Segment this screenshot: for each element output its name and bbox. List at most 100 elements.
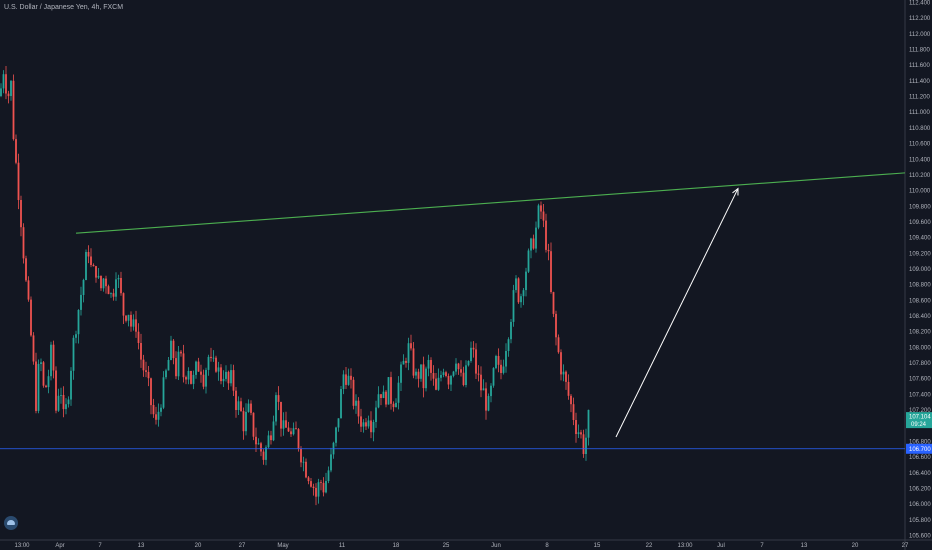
candle-body <box>532 238 535 249</box>
x-tick-label: 13 <box>801 543 808 549</box>
candle-body <box>377 394 380 408</box>
candle-body <box>87 252 90 257</box>
candle-body <box>535 227 537 249</box>
x-tick-label: Apr <box>55 543 64 549</box>
y-tick-label: 108.200 <box>909 330 931 336</box>
candle-body <box>0 88 2 96</box>
candle-body <box>100 275 102 289</box>
y-tick-label: 112.400 <box>909 1 931 7</box>
candle-body <box>192 374 195 384</box>
candle-body <box>150 378 152 406</box>
candle-body <box>345 374 347 385</box>
candle-body <box>80 294 82 310</box>
tradingview-logo-icon[interactable] <box>4 516 18 530</box>
candle-body <box>317 482 320 497</box>
candle-body <box>315 487 317 497</box>
candle-body <box>147 371 150 379</box>
candle-body <box>485 388 487 411</box>
candle-body <box>390 377 392 404</box>
candle-body <box>455 363 457 372</box>
candle-body <box>462 372 465 385</box>
candle-body <box>190 371 192 384</box>
candle-body <box>297 429 300 449</box>
candle-body <box>457 363 460 370</box>
candle-body <box>65 404 67 410</box>
candle-body <box>352 379 355 406</box>
candle-body <box>232 370 235 391</box>
candle-body <box>292 428 295 435</box>
candle-body <box>207 356 210 370</box>
candle-body <box>412 348 415 376</box>
candle-body <box>492 368 495 386</box>
y-tick-label: 111.000 <box>909 110 930 116</box>
y-tick-label: 107.400 <box>909 392 931 398</box>
x-tick-label: 13 <box>138 543 145 549</box>
candle-body <box>85 252 87 280</box>
candle-body <box>392 403 395 408</box>
y-tick-label: 110.800 <box>909 126 931 132</box>
candle-body <box>140 343 142 360</box>
candle-body <box>247 403 250 412</box>
candle-body <box>95 266 97 278</box>
candle-body <box>120 278 122 294</box>
candle-body <box>507 339 510 351</box>
candle-body <box>512 290 515 322</box>
candle-body <box>162 377 165 408</box>
candle-body <box>197 361 200 372</box>
candle-body <box>312 486 315 488</box>
candle-body <box>257 443 260 445</box>
candle-body <box>555 313 557 338</box>
candle-body <box>122 293 125 316</box>
candle-body <box>587 409 590 438</box>
candle-body <box>415 371 417 376</box>
candle-body <box>107 286 110 295</box>
candle-body <box>405 360 407 363</box>
candle-body <box>357 400 360 417</box>
y-tick-label: 107.600 <box>909 377 931 383</box>
y-tick-label: 107.200 <box>909 408 931 414</box>
candle-body <box>547 249 550 252</box>
y-tick-label: 109.600 <box>909 220 931 226</box>
candle-body <box>285 420 287 428</box>
candle-body <box>452 371 455 376</box>
candle-body <box>137 331 140 343</box>
candle-body <box>7 93 10 97</box>
candle-body <box>45 385 47 388</box>
candle-body <box>275 395 277 422</box>
candle-body <box>30 299 32 336</box>
last-price-tag <box>906 412 932 429</box>
x-tick-label: 20 <box>852 543 859 549</box>
candle-body <box>395 402 397 408</box>
candle-body <box>337 418 340 428</box>
candle-body <box>220 367 222 382</box>
candle-body <box>215 357 217 372</box>
candle-body <box>425 368 427 389</box>
candle-body <box>480 374 482 391</box>
candle-body <box>47 376 50 388</box>
y-tick-label: 111.600 <box>909 63 930 69</box>
candle-body <box>112 293 115 297</box>
candle-body <box>402 360 405 365</box>
candle-body <box>472 347 475 350</box>
candle-body <box>172 340 175 359</box>
candle-body <box>40 362 42 364</box>
candle-body <box>437 377 440 390</box>
candle-body <box>530 238 532 251</box>
candle-body <box>350 375 352 380</box>
y-tick-label: 108.000 <box>909 345 931 351</box>
candle-body <box>145 370 147 372</box>
candle-body <box>12 80 15 140</box>
candle-body <box>422 364 425 389</box>
candle-body <box>372 422 375 433</box>
candle-body <box>370 420 372 433</box>
candle-body <box>25 258 27 281</box>
candle-body <box>565 371 567 382</box>
candle-body <box>262 451 265 460</box>
candle-body <box>427 360 430 369</box>
candle-body <box>205 369 207 387</box>
candle-body <box>270 435 272 441</box>
candle-body <box>545 220 547 250</box>
candle-body <box>500 364 502 373</box>
candle-body <box>567 381 570 396</box>
